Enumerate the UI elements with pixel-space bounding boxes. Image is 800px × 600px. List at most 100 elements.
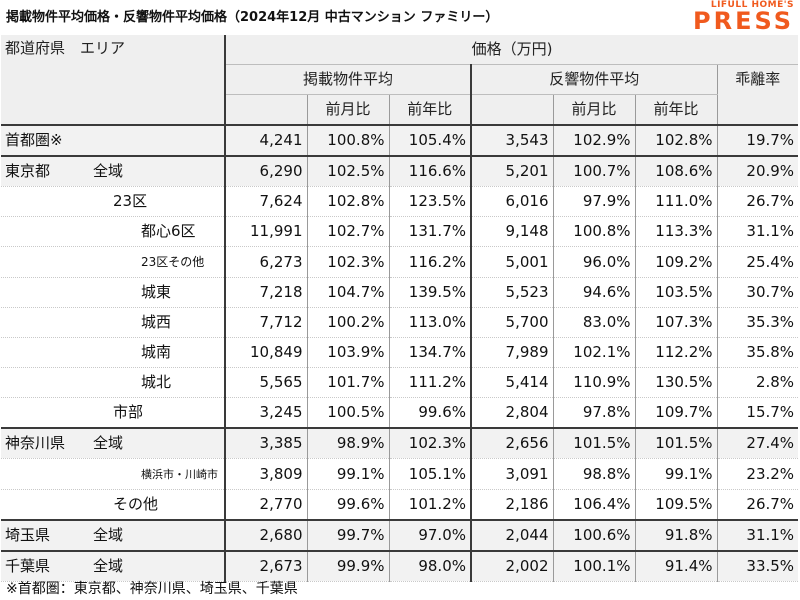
response-mom-cell: 98.8% xyxy=(552,458,635,490)
response-yoy-cell: 101.5% xyxy=(634,427,717,459)
listed-mom-cell: 102.8% xyxy=(306,186,389,217)
region-cell: 城北 xyxy=(1,367,225,398)
listed-yoy-cell: 105.1% xyxy=(388,458,471,490)
area-label: 都心6区 xyxy=(141,222,196,240)
response-yoy-cell: 91.4% xyxy=(634,550,717,582)
table-row: その他 2,770 99.6% 101.2% 2,186 106.4% 109.5% 26.7… xyxy=(1,489,799,521)
table-row: 城南 10,849 103.9% 134.7% 7,989 102.1% 112.2% 35.… xyxy=(1,337,799,368)
response-mom-cell: 96.0% xyxy=(552,246,635,278)
area-label: 全域 xyxy=(93,526,124,544)
listed-price-cell: 2,770 xyxy=(224,489,307,521)
response-price-cell: 5,001 xyxy=(470,246,553,278)
area-label: 市部 xyxy=(113,403,144,421)
region-cell: 市部 xyxy=(1,397,225,429)
response-yoy-cell: 109.7% xyxy=(634,397,717,429)
response-price-cell: 7,989 xyxy=(470,337,553,368)
divergence-cell: 25.4% xyxy=(716,246,799,278)
listed-yoy-cell: 105.4% xyxy=(388,124,471,157)
response-yoy-cell: 113.3% xyxy=(634,216,717,247)
divergence-cell: 19.7% xyxy=(716,124,799,157)
region-cell: 首都圏※ xyxy=(1,124,225,157)
listed-mom-cell: 103.9% xyxy=(306,337,389,368)
response-mom-cell: 102.1% xyxy=(552,337,635,368)
listed-price-cell: 3,809 xyxy=(224,458,307,490)
response-yoy-cell: 108.6% xyxy=(634,155,717,187)
table-row: 埼玉県 全域 2,680 99.7% 97.0% 2,044 100.6% 91.8% 31.1… xyxy=(1,519,799,552)
response-price-cell: 3,091 xyxy=(470,458,553,490)
region-cell: 東京都 全域 xyxy=(1,155,225,187)
response-yoy-cell: 111.0% xyxy=(634,186,717,217)
table-row: 城東 7,218 104.7% 139.5% 5,523 94.6% 103.5% 30.7% xyxy=(1,277,799,308)
response-price-cell: 5,201 xyxy=(470,155,553,187)
header-response-avg: 反響物件平均 xyxy=(470,64,717,95)
response-mom-cell: 83.0% xyxy=(552,307,635,338)
response-mom-cell: 100.6% xyxy=(552,519,635,552)
listed-yoy-cell: 97.0% xyxy=(388,519,471,552)
divergence-cell: 26.7% xyxy=(716,186,799,217)
header-region: 都道府県 エリア xyxy=(1,35,225,126)
area-label: 城東 xyxy=(141,283,172,301)
region-cell: 横浜市・川崎市 xyxy=(1,458,225,490)
area-label: 23区その他 xyxy=(141,255,205,269)
table-row: 都心6区 11,991 102.7% 131.7% 9,148 100.8% 113.3% 3… xyxy=(1,216,799,247)
response-yoy-cell: 107.3% xyxy=(634,307,717,338)
divergence-cell: 20.9% xyxy=(716,155,799,187)
listed-price-cell: 6,273 xyxy=(224,246,307,278)
table-row: 城北 5,565 101.7% 111.2% 5,414 110.9% 130.5% 2.8% xyxy=(1,367,799,398)
area-label: 全域 xyxy=(93,162,124,180)
listed-price-cell: 2,680 xyxy=(224,519,307,552)
listed-yoy-cell: 99.6% xyxy=(388,397,471,429)
listed-mom-cell: 100.5% xyxy=(306,397,389,429)
listed-yoy-cell: 134.7% xyxy=(388,337,471,368)
logo-line1: LIFULL HOME'S xyxy=(710,0,794,10)
listed-price-cell: 2,673 xyxy=(224,550,307,582)
response-mom-cell: 100.7% xyxy=(552,155,635,187)
area-label: 城北 xyxy=(141,373,172,391)
response-yoy-cell: 102.8% xyxy=(634,124,717,157)
response-mom-cell: 101.5% xyxy=(552,427,635,459)
header-divergence: 乖離率 xyxy=(716,64,799,126)
listed-mom-cell: 99.1% xyxy=(306,458,389,490)
listed-price-cell: 7,712 xyxy=(224,307,307,338)
listed-mom-cell: 100.8% xyxy=(306,124,389,157)
listed-mom-cell: 101.7% xyxy=(306,367,389,398)
listed-yoy-cell: 98.0% xyxy=(388,550,471,582)
brand-logo: LIFULL HOME'S PRESS xyxy=(664,0,794,33)
header-price-group: 価格（万円) xyxy=(223,35,799,65)
listed-yoy-cell: 113.0% xyxy=(388,307,471,338)
response-price-cell: 5,523 xyxy=(470,277,553,308)
header-response-mom: 前月比 xyxy=(552,94,635,126)
response-price-cell: 2,044 xyxy=(470,519,553,552)
listed-yoy-cell: 131.7% xyxy=(388,216,471,247)
listed-price-cell: 4,241 xyxy=(224,124,307,157)
table-row: 首都圏※ 4,241 100.8% 105.4% 3,543 102.9% 102.8% 19… xyxy=(1,124,799,157)
listed-price-cell: 5,565 xyxy=(224,367,307,398)
prefecture-label: 首都圏※ xyxy=(5,131,63,149)
table-row: 神奈川県 全域 3,385 98.9% 102.3% 2,656 101.5% 101.5% 2… xyxy=(1,427,799,459)
response-mom-cell: 100.1% xyxy=(552,550,635,582)
response-yoy-cell: 109.5% xyxy=(634,489,717,521)
response-yoy-cell: 99.1% xyxy=(634,458,717,490)
divergence-cell: 15.7% xyxy=(716,397,799,429)
listed-price-cell: 11,991 xyxy=(224,216,307,247)
table-row: 市部 3,245 100.5% 99.6% 2,804 97.8% 109.7% 15.7% xyxy=(1,397,799,429)
header-spacer xyxy=(470,94,553,126)
divergence-cell: 26.7% xyxy=(716,489,799,521)
listed-yoy-cell: 123.5% xyxy=(388,186,471,217)
area-label: 横浜市・川崎市 xyxy=(141,468,218,481)
listed-price-cell: 3,245 xyxy=(224,397,307,429)
listed-mom-cell: 102.7% xyxy=(306,216,389,247)
response-price-cell: 5,414 xyxy=(470,367,553,398)
region-cell: 城南 xyxy=(1,337,225,368)
response-yoy-cell: 130.5% xyxy=(634,367,717,398)
divergence-cell: 2.8% xyxy=(716,367,799,398)
table-row: 城西 7,712 100.2% 113.0% 5,700 83.0% 107.3% 35.3% xyxy=(1,307,799,338)
divergence-cell: 27.4% xyxy=(716,427,799,459)
response-price-cell: 9,148 xyxy=(470,216,553,247)
response-mom-cell: 97.8% xyxy=(552,397,635,429)
listed-price-cell: 10,849 xyxy=(224,337,307,368)
listed-price-cell: 3,385 xyxy=(224,427,307,459)
region-cell: 城西 xyxy=(1,307,225,338)
divergence-cell: 31.1% xyxy=(716,519,799,552)
area-label: 全域 xyxy=(93,434,124,452)
